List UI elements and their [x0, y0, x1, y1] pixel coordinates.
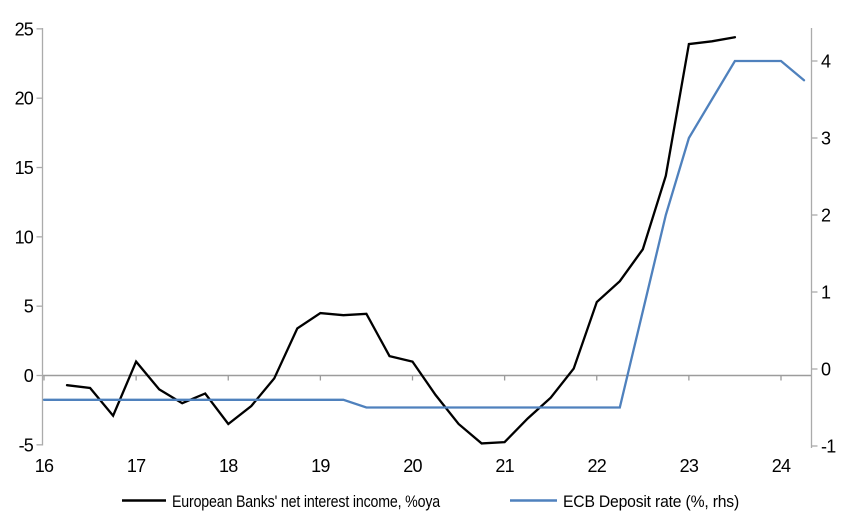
legend-label-net-interest-income: European Banks' net interest income, %oy… [172, 492, 441, 511]
legend-label-ecb-deposit-rate: ECB Deposit rate (%, rhs) [563, 492, 739, 511]
right-axis-label: 3 [821, 129, 831, 149]
x-axis-label: 19 [311, 456, 330, 476]
right-axis-label: -1 [821, 437, 836, 457]
left-axis-label: 5 [24, 297, 34, 317]
x-axis-label: 17 [127, 456, 146, 476]
x-axis-label: 24 [772, 456, 791, 476]
x-axis-label: 22 [588, 456, 607, 476]
left-axis-label: -5 [19, 435, 34, 455]
series-line-net-interest-income [65, 36, 737, 445]
x-axis-label: 21 [495, 456, 514, 476]
left-axis-label: 0 [24, 366, 34, 386]
left-axis-label: 10 [15, 227, 34, 247]
x-axis-label: 16 [35, 456, 54, 476]
x-axis-label: 20 [403, 456, 422, 476]
x-axis-label: 23 [680, 456, 699, 476]
left-axis-label: 15 [15, 158, 34, 178]
x-axis-label: 18 [219, 456, 238, 476]
right-axis-label: 1 [821, 283, 831, 303]
right-axis-label: 0 [821, 360, 831, 380]
right-axis-label: 2 [821, 206, 831, 226]
left-axis-label: 25 [15, 19, 34, 39]
series-line-ecb-deposit-rate [42, 59, 806, 409]
right-axis-label: 4 [821, 52, 831, 72]
left-axis-label: 20 [15, 89, 34, 109]
legend: European Banks' net interest income, %oy… [122, 492, 739, 511]
